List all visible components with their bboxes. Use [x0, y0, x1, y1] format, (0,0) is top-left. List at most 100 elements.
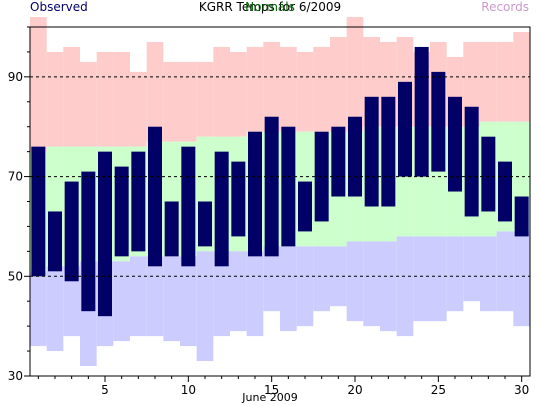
legend-observed: Observed — [30, 0, 88, 14]
record-low-band — [246, 251, 264, 337]
observed-bar — [514, 196, 529, 237]
record-high-band — [313, 46, 330, 132]
record-high-band — [230, 51, 247, 137]
record-low-band — [430, 236, 447, 322]
observed-bar — [281, 126, 296, 247]
x-axis-label: June 2009 — [242, 391, 298, 404]
observed-bar — [131, 151, 146, 252]
record-high-band — [246, 46, 264, 132]
gridline-layer — [30, 76, 530, 277]
observed-bar — [481, 136, 496, 212]
record-high-band — [163, 61, 180, 142]
record-high-band — [330, 36, 347, 132]
record-low-band — [213, 251, 230, 337]
record-high-band — [96, 51, 114, 147]
record-low-band — [46, 266, 64, 352]
observed-bar — [48, 211, 62, 272]
observed-bar — [431, 71, 446, 172]
y-tick-label: 70 — [8, 170, 23, 184]
record-low-band — [113, 261, 130, 342]
record-high-band — [80, 61, 97, 147]
record-high-band — [30, 17, 47, 152]
observed-bar — [181, 146, 196, 267]
record-low-band — [446, 236, 464, 312]
record-low-band — [196, 251, 214, 362]
record-high-band — [63, 46, 80, 147]
observed-bar — [464, 106, 479, 217]
observed-bar — [114, 166, 129, 257]
observed-bar — [231, 161, 246, 237]
observed-bar — [298, 181, 312, 232]
record-high-band — [496, 41, 514, 122]
record-high-band — [180, 61, 197, 142]
record-high-band — [113, 51, 130, 147]
y-tick-label: 90 — [8, 70, 23, 84]
chart-title: KGRR Temps for 6/2009 — [198, 0, 342, 14]
observed-bar — [64, 181, 79, 282]
record-high-band — [463, 41, 480, 127]
x-tick-label: 10 — [181, 383, 196, 397]
observed-bar — [398, 81, 412, 177]
record-high-band — [280, 46, 297, 132]
observed-bar — [148, 126, 162, 267]
record-low-band — [480, 236, 497, 312]
x-tick-label: 20 — [347, 383, 362, 397]
observed-bar — [314, 131, 329, 222]
record-low-band — [396, 236, 414, 337]
x-tick-label: 30 — [514, 383, 529, 397]
record-high-band — [263, 41, 280, 132]
record-low-band — [230, 251, 247, 332]
record-low-band — [30, 271, 47, 347]
record-low-band — [263, 246, 280, 312]
observed-bar — [414, 46, 429, 177]
record-low-band — [513, 231, 530, 327]
record-high-band — [146, 41, 164, 142]
record-high-band — [480, 41, 497, 122]
observed-bar — [164, 201, 179, 257]
x-tick-label: 25 — [431, 383, 446, 397]
record-low-band — [313, 246, 330, 312]
observed-bar — [331, 126, 346, 197]
observed-bar — [248, 131, 262, 257]
legend-normals: Normals — [245, 0, 295, 14]
record-low-band — [413, 236, 430, 322]
record-low-band — [63, 266, 80, 337]
record-low-band — [146, 256, 164, 337]
record-low-band — [163, 256, 180, 342]
observed-bar — [381, 96, 396, 207]
x-tick-label: 5 — [101, 383, 109, 397]
y-tick-label: 50 — [8, 269, 23, 283]
record-low-band — [280, 246, 297, 332]
record-low-band — [380, 241, 397, 332]
observed-bar — [214, 151, 229, 267]
observed-bar — [31, 146, 46, 277]
observed-bar — [498, 161, 512, 222]
record-low-band — [463, 236, 480, 302]
record-low-band — [180, 256, 197, 347]
observed-bar — [98, 151, 112, 317]
observed-bar — [198, 201, 212, 247]
observed-bar — [264, 116, 279, 257]
record-high-band — [213, 46, 230, 137]
y-tick-label: 30 — [8, 369, 23, 383]
record-low-band — [346, 241, 364, 322]
record-high-band — [196, 61, 214, 137]
record-high-band — [346, 17, 364, 132]
legend-records: Records — [481, 0, 529, 14]
observed-bar — [364, 96, 379, 207]
observed-bar — [448, 96, 462, 192]
record-low-band — [363, 241, 380, 327]
record-low-band — [130, 256, 147, 337]
x-tick-label: 15 — [264, 383, 279, 397]
bar-layer — [30, 17, 530, 367]
record-low-band — [296, 246, 314, 327]
axes-layer: 5 10 15 20 25 30 30 50 70 90 — [8, 26, 531, 397]
record-high-band — [130, 71, 147, 147]
observed-bar — [81, 171, 96, 312]
record-high-band — [46, 51, 64, 147]
observed-bar — [348, 116, 362, 197]
record-high-band — [296, 51, 314, 132]
record-high-band — [513, 31, 530, 122]
record-low-band — [496, 231, 514, 312]
